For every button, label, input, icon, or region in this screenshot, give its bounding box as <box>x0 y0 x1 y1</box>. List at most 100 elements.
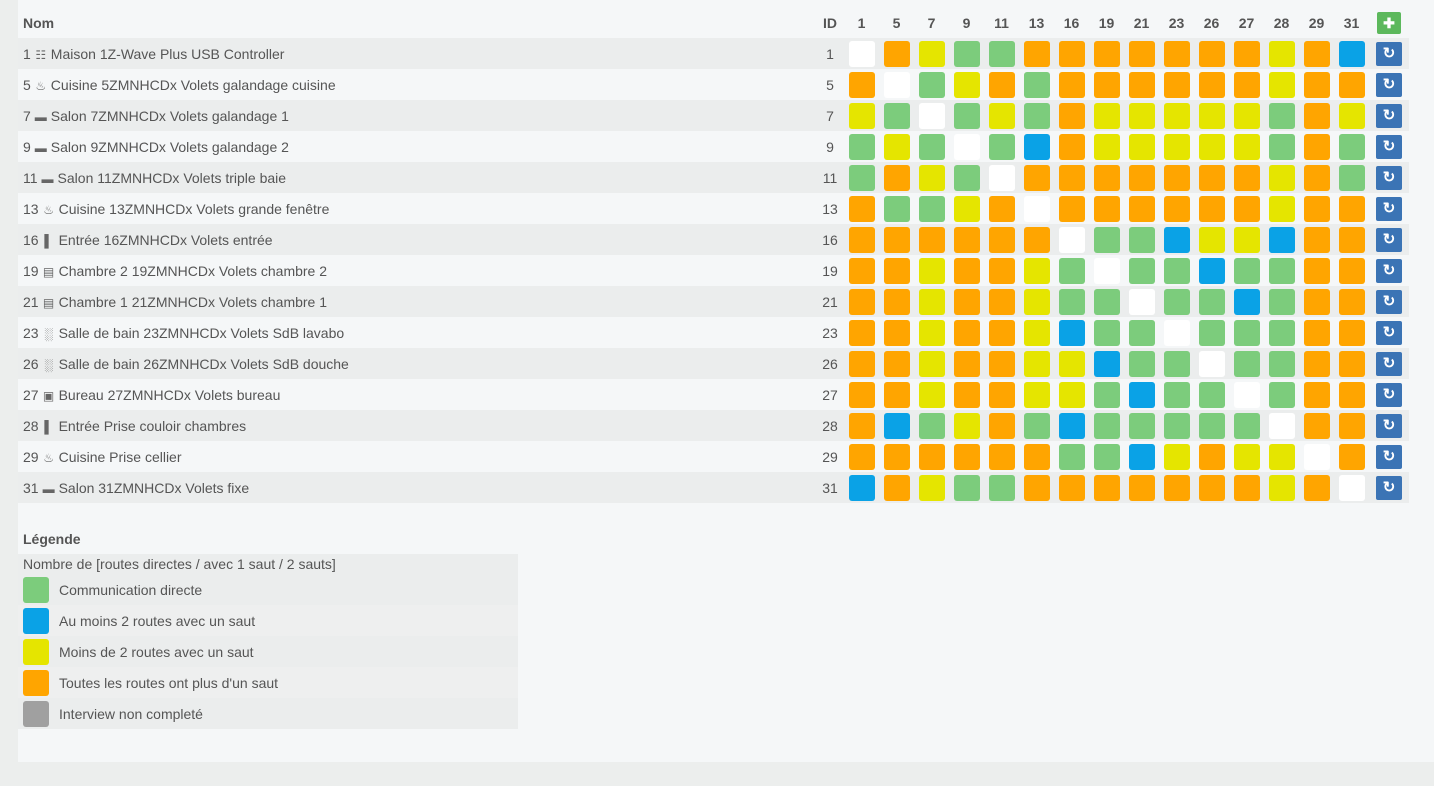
route-status-19[interactable] <box>1093 71 1120 98</box>
route-status-28[interactable] <box>1268 412 1295 439</box>
route-status-13[interactable] <box>1023 102 1050 129</box>
route-status-29[interactable] <box>1303 474 1330 501</box>
route-status-26[interactable] <box>1198 164 1225 191</box>
route-status-27[interactable] <box>1233 288 1260 315</box>
refresh-button[interactable]: ↻ <box>1376 444 1402 469</box>
route-status-13[interactable] <box>1023 381 1050 408</box>
route-status-5[interactable] <box>883 40 910 67</box>
refresh-button[interactable]: ↻ <box>1376 227 1402 252</box>
route-status-19[interactable] <box>1093 443 1120 470</box>
route-status-5[interactable] <box>883 164 910 191</box>
route-status-19[interactable] <box>1093 226 1120 253</box>
route-status-28[interactable] <box>1268 443 1295 470</box>
route-status-28[interactable] <box>1268 164 1295 191</box>
route-status-16[interactable] <box>1058 319 1085 346</box>
route-status-9[interactable] <box>953 257 980 284</box>
route-status-28[interactable] <box>1268 350 1295 377</box>
route-status-5[interactable] <box>883 412 910 439</box>
route-status-16[interactable] <box>1058 102 1085 129</box>
route-status-26[interactable] <box>1198 319 1225 346</box>
route-status-28[interactable] <box>1268 195 1295 222</box>
route-status-28[interactable] <box>1268 257 1295 284</box>
refresh-button[interactable]: ↻ <box>1376 72 1402 97</box>
route-status-26[interactable] <box>1198 381 1225 408</box>
route-status-21[interactable] <box>1128 412 1155 439</box>
route-status-11[interactable] <box>988 40 1015 67</box>
route-status-16[interactable] <box>1058 226 1085 253</box>
route-status-19[interactable] <box>1093 164 1120 191</box>
route-status-23[interactable] <box>1163 319 1190 346</box>
route-status-13[interactable] <box>1023 350 1050 377</box>
route-status-7[interactable] <box>918 288 945 315</box>
route-status-23[interactable] <box>1163 350 1190 377</box>
route-status-16[interactable] <box>1058 164 1085 191</box>
route-status-9[interactable] <box>953 288 980 315</box>
route-status-23[interactable] <box>1163 288 1190 315</box>
route-status-1[interactable] <box>848 40 875 67</box>
route-status-31[interactable] <box>1338 257 1365 284</box>
route-status-28[interactable] <box>1268 226 1295 253</box>
refresh-button[interactable]: ↻ <box>1376 475 1402 500</box>
route-status-26[interactable] <box>1198 288 1225 315</box>
route-status-11[interactable] <box>988 288 1015 315</box>
route-status-19[interactable] <box>1093 195 1120 222</box>
route-status-7[interactable] <box>918 257 945 284</box>
route-status-31[interactable] <box>1338 226 1365 253</box>
route-status-11[interactable] <box>988 133 1015 160</box>
route-status-19[interactable] <box>1093 319 1120 346</box>
route-status-5[interactable] <box>883 288 910 315</box>
route-status-27[interactable] <box>1233 40 1260 67</box>
route-status-5[interactable] <box>883 443 910 470</box>
route-status-11[interactable] <box>988 71 1015 98</box>
refresh-button[interactable]: ↻ <box>1376 382 1402 407</box>
route-status-27[interactable] <box>1233 412 1260 439</box>
route-status-1[interactable] <box>848 443 875 470</box>
route-status-19[interactable] <box>1093 474 1120 501</box>
route-status-5[interactable] <box>883 474 910 501</box>
route-status-21[interactable] <box>1128 226 1155 253</box>
route-status-9[interactable] <box>953 474 980 501</box>
route-status-1[interactable] <box>848 319 875 346</box>
route-status-11[interactable] <box>988 164 1015 191</box>
route-status-19[interactable] <box>1093 133 1120 160</box>
route-status-23[interactable] <box>1163 443 1190 470</box>
route-status-21[interactable] <box>1128 257 1155 284</box>
route-status-7[interactable] <box>918 164 945 191</box>
route-status-19[interactable] <box>1093 412 1120 439</box>
route-status-7[interactable] <box>918 319 945 346</box>
refresh-button[interactable]: ↻ <box>1376 351 1402 376</box>
route-status-1[interactable] <box>848 102 875 129</box>
route-status-7[interactable] <box>918 71 945 98</box>
route-status-11[interactable] <box>988 474 1015 501</box>
route-status-13[interactable] <box>1023 133 1050 160</box>
route-status-19[interactable] <box>1093 288 1120 315</box>
route-status-19[interactable] <box>1093 350 1120 377</box>
route-status-31[interactable] <box>1338 40 1365 67</box>
route-status-11[interactable] <box>988 195 1015 222</box>
refresh-button[interactable]: ↻ <box>1376 103 1402 128</box>
route-status-9[interactable] <box>953 133 980 160</box>
route-status-31[interactable] <box>1338 102 1365 129</box>
route-status-13[interactable] <box>1023 71 1050 98</box>
route-status-5[interactable] <box>883 381 910 408</box>
route-status-29[interactable] <box>1303 412 1330 439</box>
route-status-26[interactable] <box>1198 226 1225 253</box>
route-status-28[interactable] <box>1268 102 1295 129</box>
route-status-29[interactable] <box>1303 319 1330 346</box>
route-status-16[interactable] <box>1058 350 1085 377</box>
route-status-1[interactable] <box>848 164 875 191</box>
route-status-23[interactable] <box>1163 412 1190 439</box>
heal-network-button[interactable]: ✚ <box>1377 12 1401 34</box>
route-status-1[interactable] <box>848 288 875 315</box>
route-status-13[interactable] <box>1023 195 1050 222</box>
refresh-button[interactable]: ↻ <box>1376 258 1402 283</box>
route-status-26[interactable] <box>1198 133 1225 160</box>
route-status-27[interactable] <box>1233 350 1260 377</box>
route-status-31[interactable] <box>1338 443 1365 470</box>
route-status-23[interactable] <box>1163 195 1190 222</box>
route-status-21[interactable] <box>1128 381 1155 408</box>
route-status-31[interactable] <box>1338 381 1365 408</box>
route-status-29[interactable] <box>1303 164 1330 191</box>
refresh-button[interactable]: ↻ <box>1376 289 1402 314</box>
route-status-16[interactable] <box>1058 288 1085 315</box>
